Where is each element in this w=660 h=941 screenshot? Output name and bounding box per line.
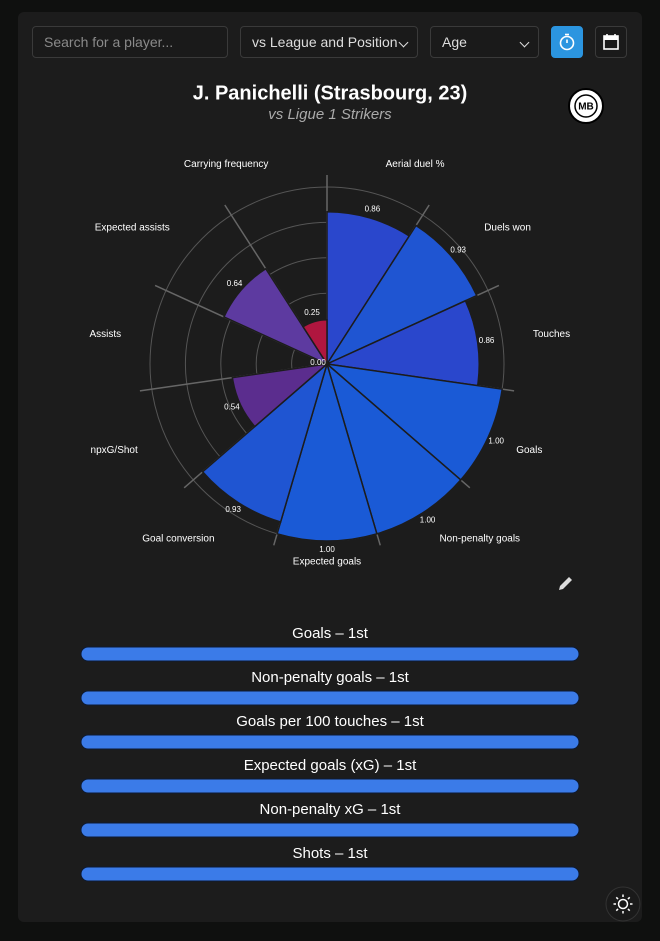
timer-button[interactable]	[551, 26, 583, 58]
calendar-button[interactable]	[595, 26, 627, 58]
search-input[interactable]: Search for a player...	[32, 26, 228, 58]
timer-icon	[559, 33, 575, 51]
filter-text: Age	[442, 34, 467, 50]
comparison-select[interactable]: vs League and Position	[240, 26, 418, 58]
comparison-text: vs League and Position	[252, 34, 398, 50]
card	[18, 12, 642, 922]
filter-select[interactable]: Age	[430, 26, 539, 58]
calendar-icon	[603, 34, 619, 50]
